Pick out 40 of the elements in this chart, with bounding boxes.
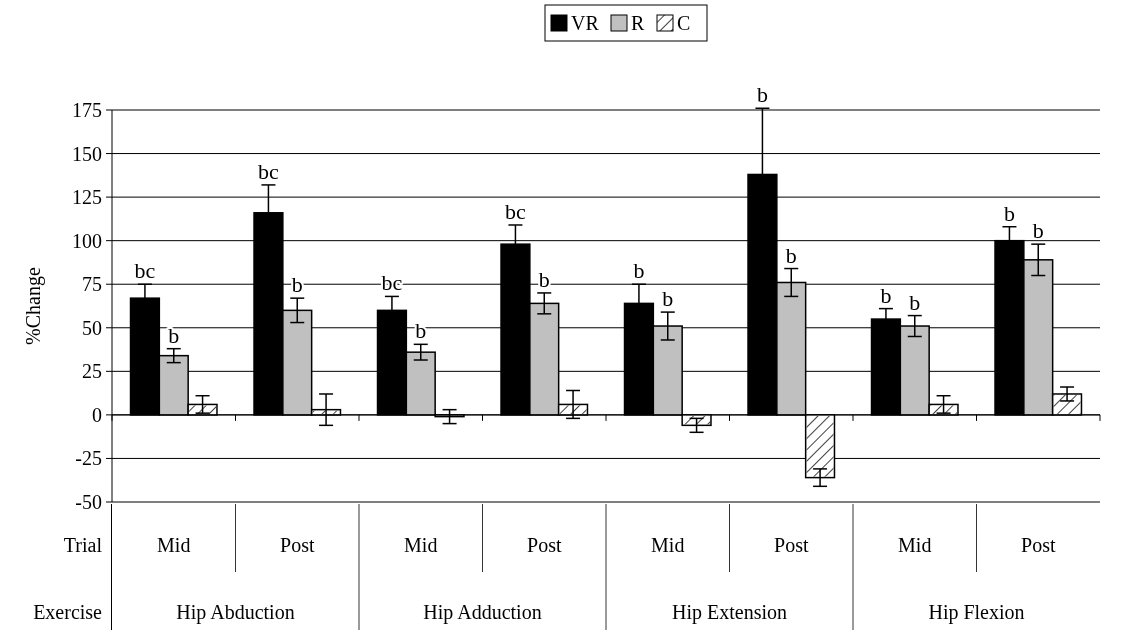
- y-axis-title: %Change: [22, 267, 45, 345]
- legend-label: R: [631, 12, 645, 34]
- y-tick-label: -50: [75, 491, 102, 513]
- legend-label: C: [677, 12, 691, 34]
- data-label: bc: [505, 198, 527, 224]
- y-tick-label: 0: [92, 403, 102, 426]
- data-label: b: [880, 282, 892, 308]
- x-tick-label: Mid: [404, 534, 438, 556]
- x-tick-label: Post: [774, 534, 809, 556]
- x-tick-label: Mid: [651, 534, 685, 556]
- y-tick-label: -25: [75, 447, 102, 470]
- y-tick-label: 175: [72, 99, 102, 121]
- y-tick-label: 25: [82, 360, 102, 383]
- data-label: b: [633, 258, 645, 284]
- x-tick-label: Mid: [157, 534, 191, 556]
- y-tick-label: 150: [72, 142, 102, 165]
- text: Trial: [63, 534, 103, 556]
- data-label: b: [1032, 218, 1044, 244]
- text: Hip Abduction: [176, 601, 295, 624]
- legend-label: VR: [571, 12, 600, 34]
- y-tick-label: 125: [72, 186, 102, 209]
- data-label: b: [662, 286, 674, 312]
- data-label: b: [909, 289, 921, 315]
- y-tick-label: 50: [82, 316, 102, 339]
- x-tick-label: Post: [1021, 534, 1056, 556]
- data-label: b: [168, 322, 180, 348]
- data-label: b: [1003, 200, 1015, 226]
- y-tick-label: 75: [82, 273, 102, 296]
- x-tick-label: Post: [527, 534, 562, 556]
- text: Exercise: [33, 601, 103, 623]
- text: Hip Flexion: [928, 601, 1025, 624]
- text: Hip Extension: [672, 601, 787, 624]
- data-label: bc: [258, 158, 280, 184]
- data-label: b: [756, 82, 768, 108]
- data-label: bc: [134, 258, 156, 284]
- text: Hip Adduction: [423, 601, 542, 624]
- x-tick-label: Mid: [898, 534, 932, 556]
- x-tick-label: Post: [280, 534, 315, 556]
- data-label: b: [785, 242, 797, 268]
- y-tick-label: 100: [72, 229, 102, 252]
